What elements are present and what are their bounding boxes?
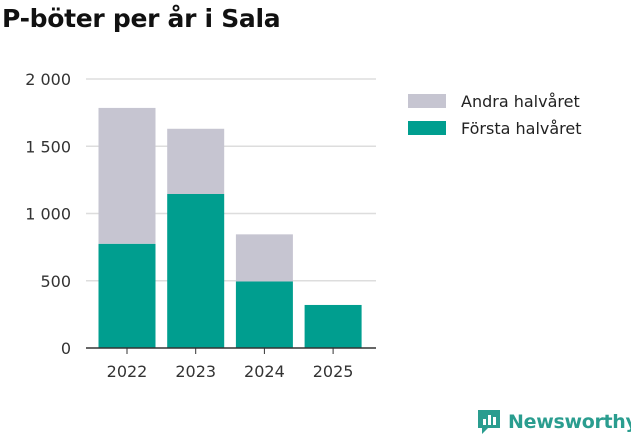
chart-title: P-böter per år i Sala	[2, 4, 281, 33]
bar-segment	[167, 193, 225, 348]
x-tick-label: 2022	[107, 362, 148, 381]
bar-segment	[167, 128, 225, 194]
bar-segment	[98, 107, 156, 244]
x-tick-labels: 2022 2023 2024 2025	[107, 348, 354, 381]
bar-segment	[98, 243, 156, 348]
y-tick-label: 1 000	[25, 205, 71, 224]
bars	[98, 107, 362, 348]
y-tick-label: 500	[40, 272, 71, 291]
newsworthy-logo-icon	[478, 410, 500, 434]
x-tick-label: 2024	[244, 362, 285, 381]
bar-segment	[304, 304, 362, 348]
legend-label: Första halvåret	[461, 119, 582, 138]
newsworthy-brand: Newsworthy	[476, 408, 631, 436]
y-tick-label: 0	[61, 339, 71, 358]
legend-swatch	[408, 121, 446, 135]
legend: Andra halvåret Första halvåret	[408, 92, 582, 138]
bar-segment	[235, 234, 293, 282]
brand-name: Newsworthy	[508, 411, 631, 433]
y-tick-labels: 0 500 1 000 1 500 2 000	[25, 70, 71, 358]
x-tick-label: 2023	[175, 362, 216, 381]
y-tick-label: 2 000	[25, 70, 71, 89]
y-tick-label: 1 500	[25, 137, 71, 156]
legend-swatch	[408, 94, 446, 108]
bar-segment	[235, 281, 293, 348]
legend-label: Andra halvåret	[461, 92, 580, 111]
x-tick-label: 2025	[313, 362, 354, 381]
